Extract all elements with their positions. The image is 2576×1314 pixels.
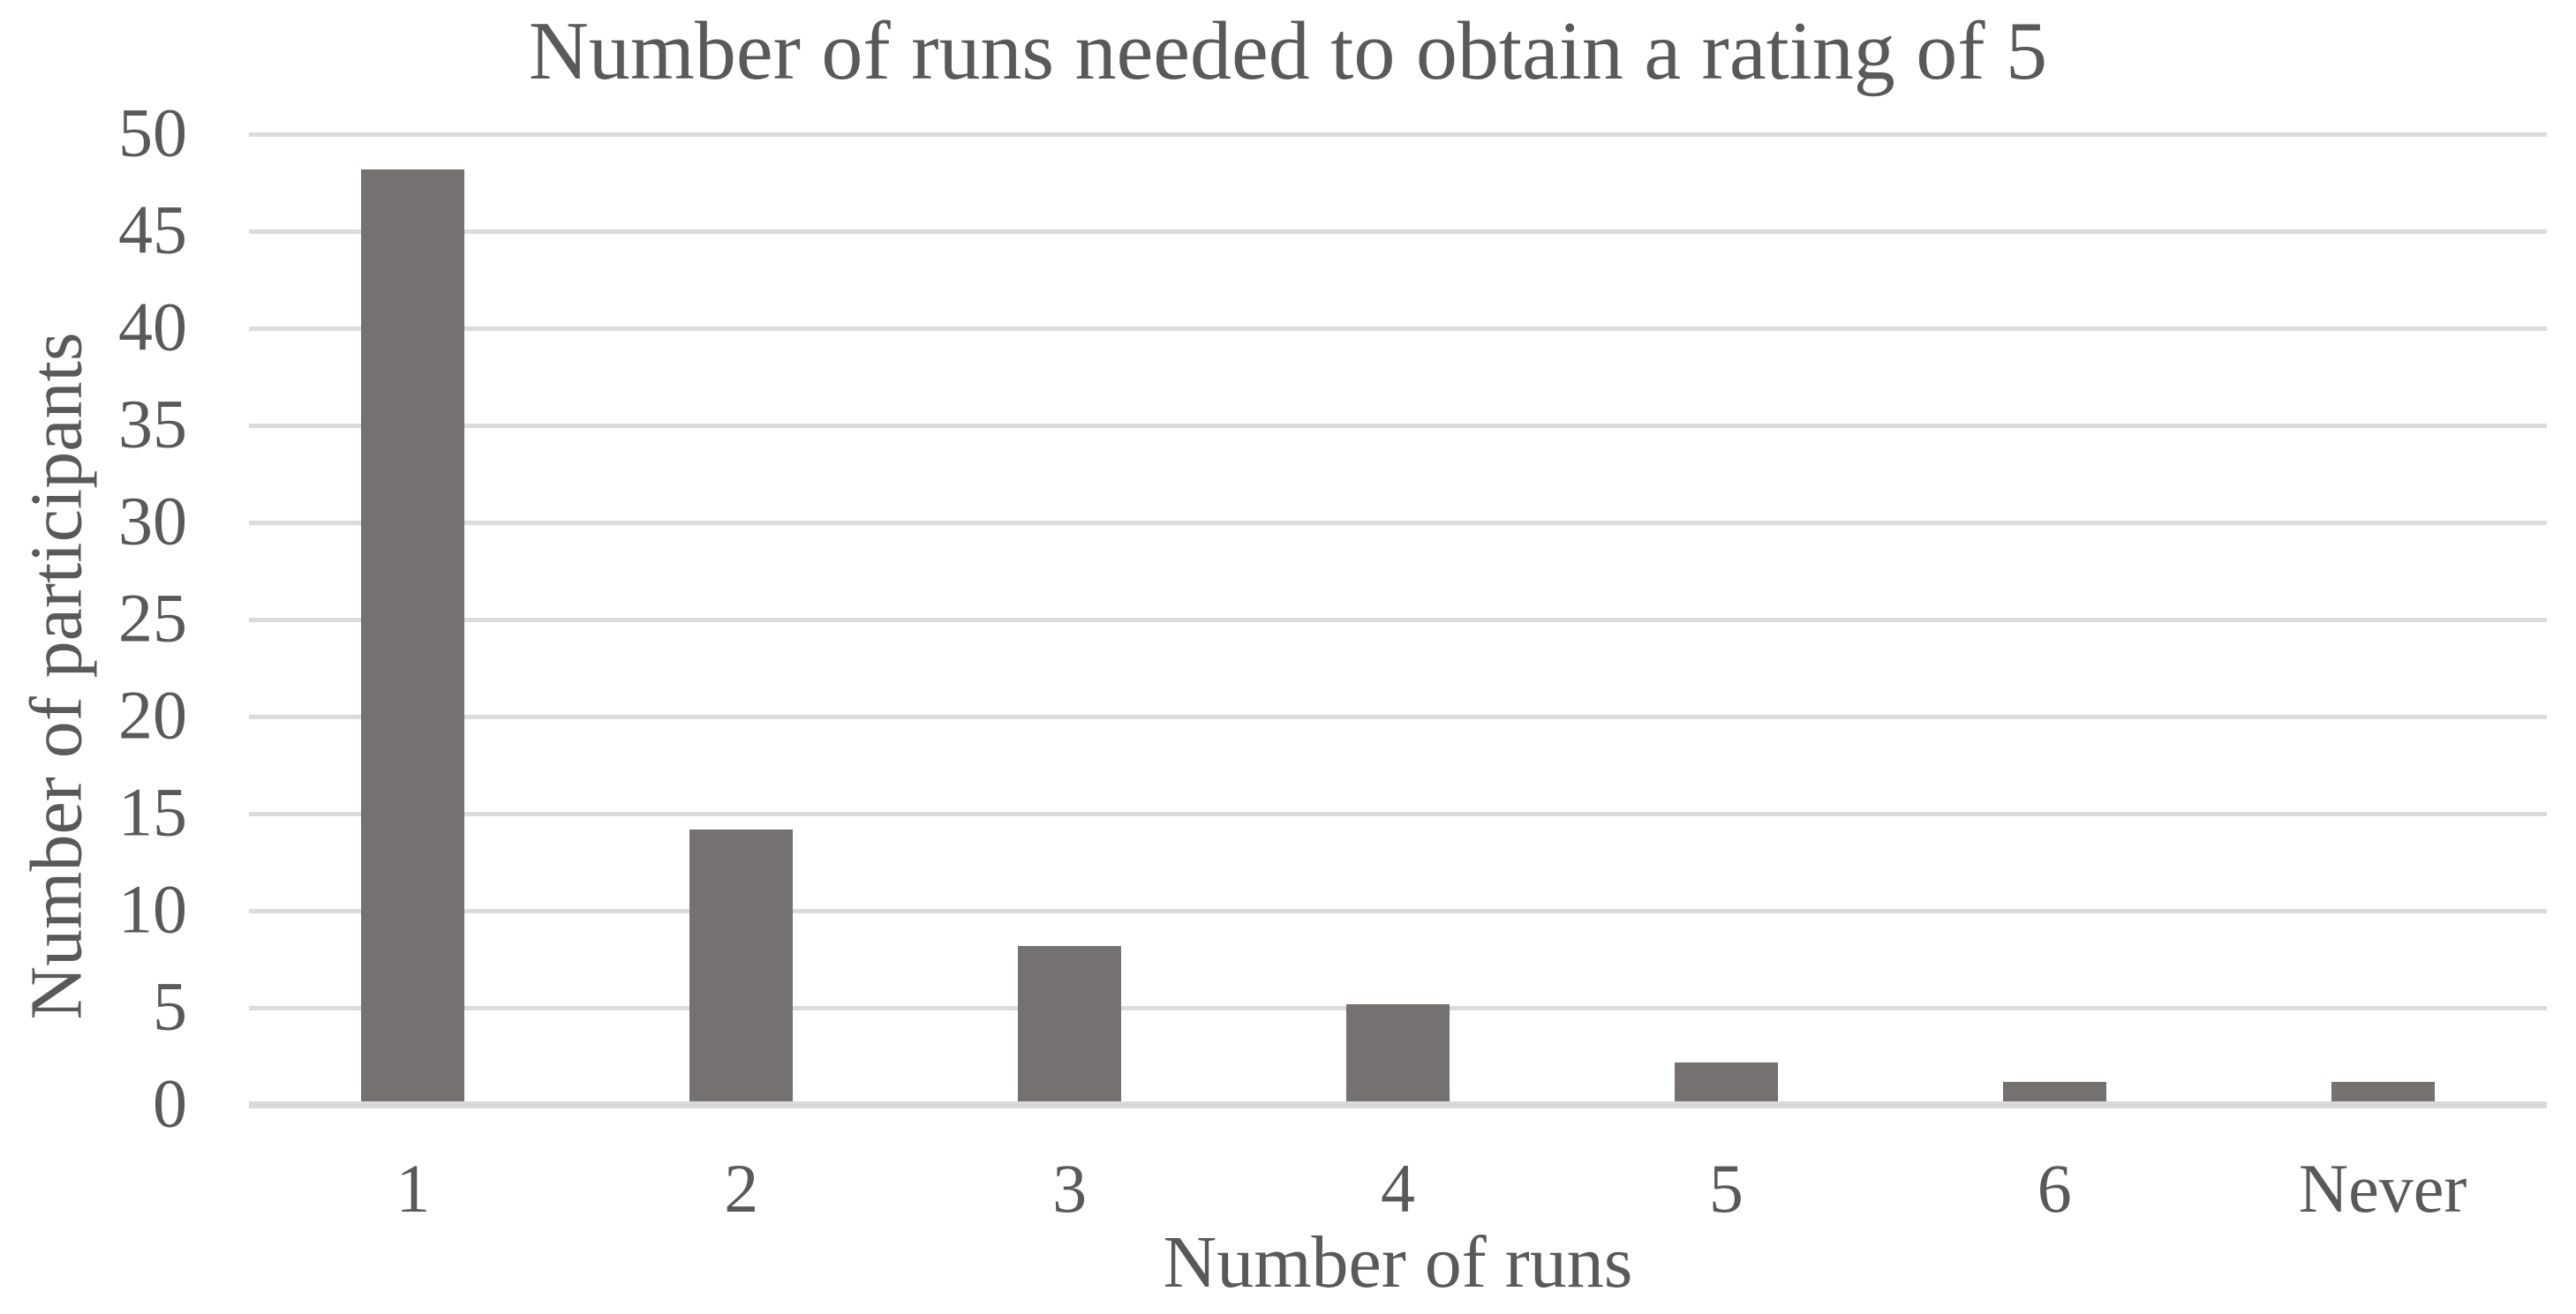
- x-tick-label: 2: [724, 1150, 759, 1227]
- x-tick-label: 6: [2037, 1150, 2072, 1227]
- x-tick-label: 4: [1381, 1150, 1415, 1227]
- x-axis-title: Number of runs: [1163, 1221, 1633, 1303]
- y-tick-label: 35: [118, 385, 187, 462]
- bar-Never: [2331, 1082, 2435, 1101]
- y-tick-label: 30: [118, 482, 187, 559]
- gridline-y-40: [249, 326, 2547, 331]
- chart-title: Number of runs needed to obtain a rating…: [528, 5, 2048, 97]
- y-tick-label: 45: [118, 191, 187, 268]
- x-tick-label: 3: [1052, 1150, 1088, 1227]
- gridline-y-20: [249, 714, 2547, 719]
- x-axis-line: [249, 1101, 2547, 1108]
- gridline-y-50: [249, 131, 2547, 137]
- y-tick-label: 15: [118, 773, 187, 851]
- gridline-y-15: [249, 811, 2547, 816]
- y-tick-label: 20: [118, 676, 187, 754]
- gridline-y-35: [249, 423, 2547, 428]
- plot-area: [249, 131, 2547, 1108]
- gridline-y-30: [249, 520, 2547, 525]
- bar-2: [689, 830, 794, 1101]
- y-tick-label: 50: [118, 94, 187, 171]
- bar-1: [361, 169, 465, 1101]
- y-tick-label: 0: [153, 1064, 187, 1142]
- bar-4: [1346, 1004, 1450, 1101]
- gridline-y-25: [249, 617, 2547, 622]
- gridline-y-45: [249, 229, 2547, 234]
- bar-6: [2002, 1082, 2106, 1101]
- x-tick-label: 1: [395, 1150, 431, 1227]
- x-tick-label: 5: [1708, 1150, 1744, 1227]
- y-tick-label: 10: [118, 870, 187, 948]
- y-tick-label: 25: [118, 579, 187, 657]
- gridline-y-10: [249, 908, 2547, 913]
- y-tick-label: 40: [118, 288, 187, 365]
- y-tick-label: 5: [153, 967, 187, 1045]
- bar-5: [1674, 1062, 1778, 1101]
- bar-3: [1018, 946, 1122, 1101]
- x-tick-label: Never: [2298, 1150, 2467, 1227]
